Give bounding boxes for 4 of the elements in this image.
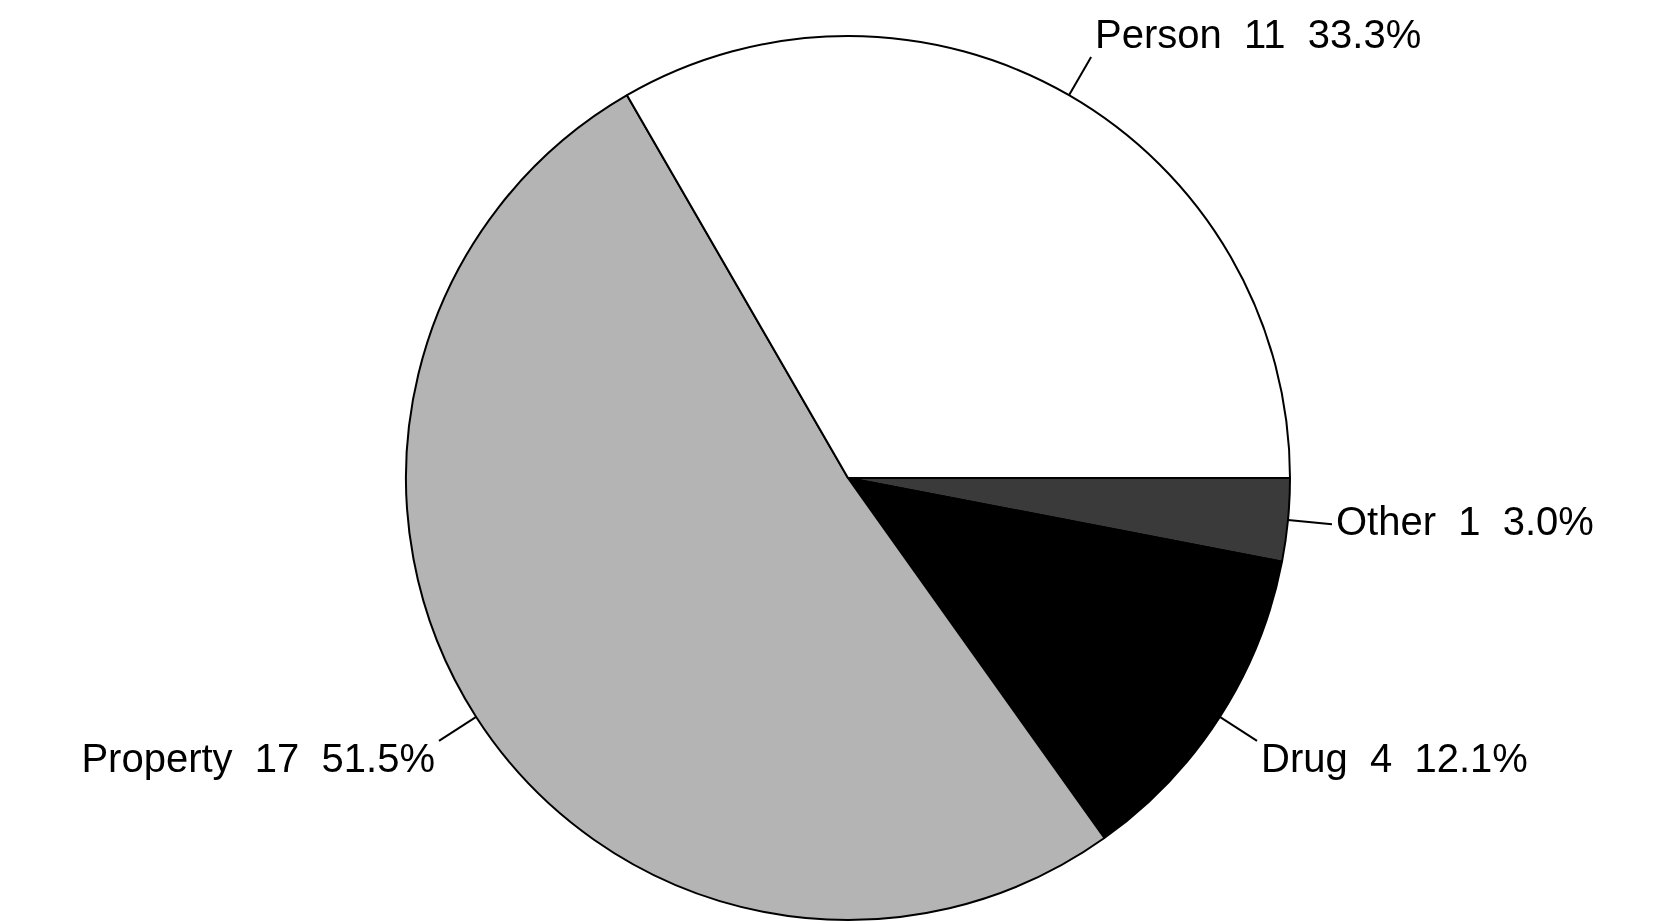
slice-label: Person 11 33.3%	[1095, 11, 1422, 56]
slice-label: Property 17 51.5%	[81, 735, 435, 780]
slice-label: Other 1 3.0%	[1336, 499, 1594, 544]
slice-label: Drug 4 12.1%	[1261, 735, 1528, 780]
